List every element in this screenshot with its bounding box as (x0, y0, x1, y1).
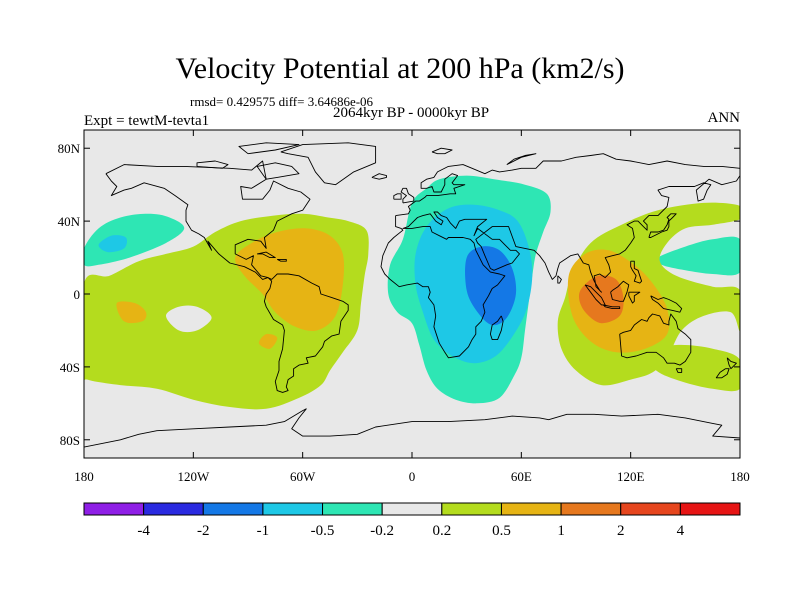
colorbar-level-label: -4 (137, 523, 150, 539)
colorbar-level-label: 1 (557, 523, 565, 539)
experiment-label: Expt = tewtM-tevta1 (84, 113, 210, 129)
eurasia-africa-coastline (380, 153, 740, 359)
colorbar-level-label: 0.2 (432, 523, 451, 539)
colorbar-swatch (322, 502, 383, 516)
svalbard-coastline (431, 147, 453, 155)
lon-tick-label: 0 (409, 469, 416, 484)
greenland-coastline (280, 142, 377, 186)
field-region-west-pacific-negative-0.2 (656, 236, 740, 276)
colorbar-swatch (679, 502, 741, 516)
australia-coastline (619, 313, 692, 366)
colorbar-level-label: -1 (257, 523, 270, 539)
lon-tick-label: 120W (177, 469, 210, 484)
philippines-coastline (630, 260, 643, 284)
field-region-east-pacific-positive-0.5 (116, 301, 147, 324)
sulawesi-coastline (628, 291, 641, 304)
colorbar: -4 -2 -1 -0.5 -0.2 0.2 0.5 1 2 4 (83, 502, 741, 539)
hispaniola-coastline (276, 258, 287, 262)
great-britain-coastline (400, 187, 415, 204)
colorbar-swatch (560, 502, 622, 516)
lat-tick-label: 80N (58, 141, 81, 156)
field-region-east-pacific-neutral-hole (166, 305, 212, 333)
colorbar-swatch (83, 502, 145, 516)
north-america-coastline (105, 160, 311, 280)
new-zealand-south-coastline (715, 368, 730, 379)
java-coastline (602, 304, 621, 310)
field-region-north-pacific-negative-0.5 (98, 235, 128, 253)
ireland-coastline (393, 193, 402, 200)
colorbar-swatch (441, 502, 502, 516)
iceland-coastline (371, 173, 387, 180)
baffin-island-coastline (256, 162, 300, 180)
colorbar-swatch (620, 502, 681, 516)
tasmania-coastline (675, 368, 683, 373)
coastlines (84, 142, 740, 448)
colorbar-swatch (381, 502, 443, 516)
lat-tick-label: 40S (60, 360, 80, 375)
south-america-coastline (263, 273, 349, 393)
colorbar-swatch (202, 502, 264, 516)
antarctica-coastline (84, 408, 740, 448)
stats-line: rmsd= 0.429575 diff= 3.64686e-06 (190, 94, 374, 109)
lat-tick-label: 80S (60, 433, 80, 448)
colorbar-level-label: 4 (677, 523, 685, 539)
sri-lanka-coastline (557, 275, 562, 284)
lat-tick-label: 0 (74, 287, 81, 302)
colorbar-swatch (262, 502, 324, 516)
new-guinea-coastline (650, 295, 683, 313)
period-label: 2064kyr BP - 0000kyr BP (332, 105, 490, 121)
colorbar-level-label: -0.2 (370, 523, 394, 539)
field-region-south-america-positive-0.5 (258, 333, 278, 349)
colorbar-level-label: 0.5 (492, 523, 511, 539)
lon-tick-label: 60E (511, 469, 532, 484)
field-region-north-pacific-negative-0.2 (84, 213, 185, 267)
field-region-south-atlantic-edge-positive-0.2 (84, 351, 92, 374)
field-region-maritime-continent-positive-1 (578, 275, 624, 324)
field-region-south-pacific-positive-0.2 (644, 344, 740, 392)
madagascar-coastline (489, 315, 504, 341)
colorbar-level-label: 2 (617, 523, 625, 539)
colorbar-level-label: -0.5 (311, 523, 335, 539)
borneo-coastline (610, 280, 630, 302)
lon-tick-label: 180 (74, 469, 94, 484)
colorbar-swatch (143, 502, 204, 516)
map-title: Velocity Potential at 200 hPa (km2/s) (175, 52, 625, 85)
japan-coastline (648, 213, 677, 238)
axis-ticks: 180 120W 60W 0 60E 120E 180 80N 40N 0 40S 80S (58, 130, 750, 484)
season-label: ANN (707, 110, 741, 126)
lat-tick-label: 40N (58, 214, 81, 229)
victoria-island-coastline (196, 160, 229, 169)
lon-tick-label: 120E (617, 469, 645, 484)
lon-tick-label: 180 (730, 469, 750, 484)
colorbar-swatch (500, 502, 562, 516)
lon-tick-label: 60W (290, 469, 316, 484)
cuba-coastline (257, 251, 276, 259)
ellesmere-island-coastline (238, 142, 300, 155)
colorbar-level-label: -2 (197, 523, 210, 539)
novaya-zemlya-coastline (506, 153, 537, 166)
field-regions (84, 175, 740, 410)
new-zealand-north-coastline (726, 357, 737, 370)
